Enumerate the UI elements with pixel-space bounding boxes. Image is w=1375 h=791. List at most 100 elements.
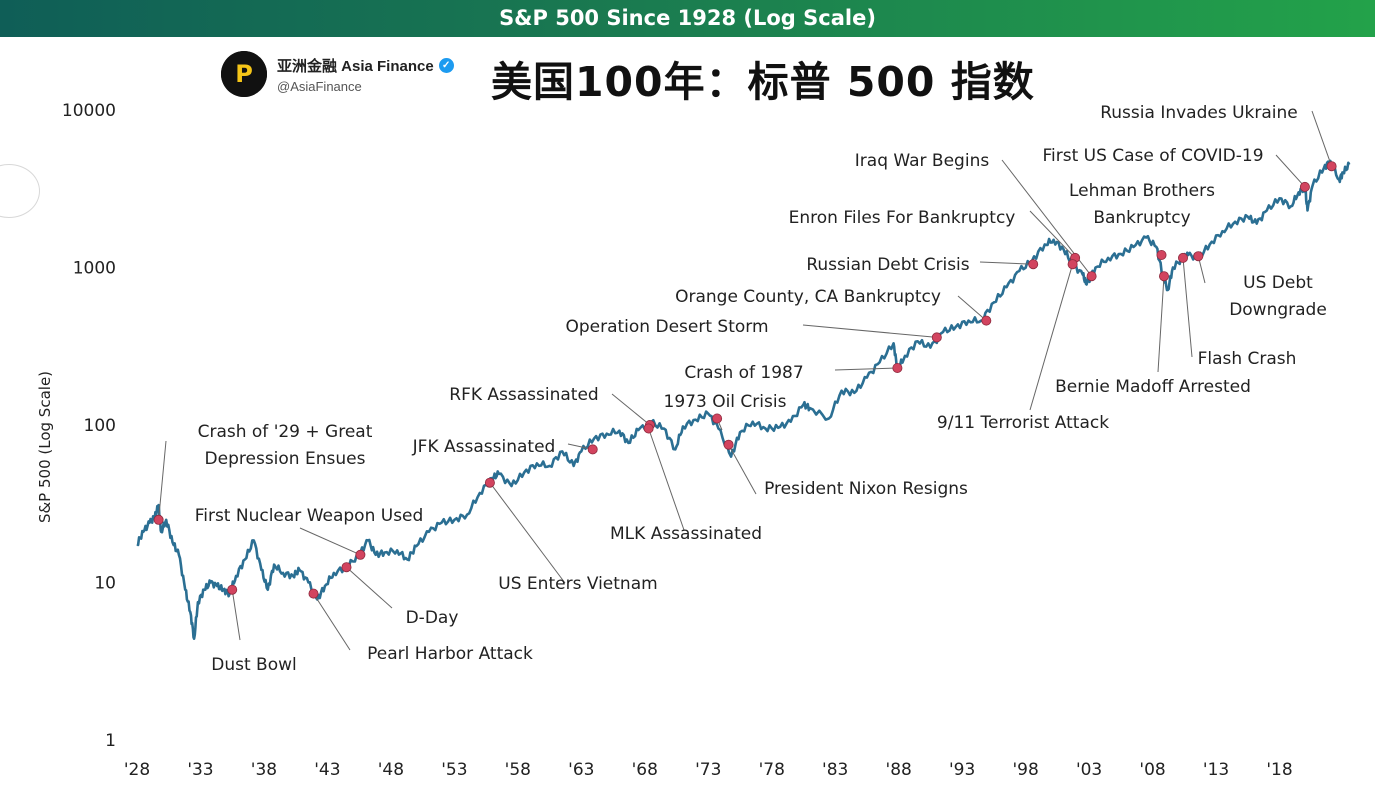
annotation-label: Enron Files For Bankruptcy (789, 208, 1016, 228)
annotation-label: US Debt (1243, 273, 1313, 293)
annotation-label: Operation Desert Storm (565, 317, 768, 337)
x-tick-label: '98 (1012, 760, 1038, 780)
event-marker (587, 444, 598, 455)
event-markers (153, 161, 1337, 599)
x-tick-label: '53 (441, 760, 467, 780)
annotation-label: Russia Invades Ukraine (1100, 103, 1298, 123)
event-marker (931, 332, 942, 343)
y-tick-label: 1 (105, 731, 116, 751)
x-tick-label: '78 (759, 760, 785, 780)
x-tick-label: '03 (1076, 760, 1102, 780)
x-tick-label: '43 (314, 760, 340, 780)
annotation-leader-line (648, 428, 685, 531)
x-tick-label: '93 (949, 760, 975, 780)
y-tick-label: 10 (94, 574, 116, 594)
event-marker (1156, 249, 1167, 260)
event-marker (712, 413, 723, 424)
annotation-label: President Nixon Resigns (764, 479, 968, 499)
verified-badge-icon: ✓ (438, 57, 454, 73)
annotation-leader-line (1182, 257, 1193, 358)
annotation-label: JFK Assassinated (412, 437, 556, 457)
annotation-leader-line (489, 482, 566, 584)
event-marker (227, 584, 238, 595)
x-tick-label: '73 (695, 760, 721, 780)
event-marker (1028, 259, 1039, 270)
annotation-label: 1973 Oil Crisis (664, 392, 787, 412)
event-marker (355, 549, 366, 560)
annotation-label: Lehman Brothers (1069, 181, 1215, 201)
annotation-label: Orange County, CA Bankruptcy (675, 287, 941, 307)
event-marker (1193, 251, 1204, 262)
x-tick-label: '83 (822, 760, 848, 780)
annotation-label: US Enters Vietnam (498, 574, 657, 594)
sp500-line (136, 159, 1351, 640)
annotation-leader-line (1157, 276, 1165, 373)
annotation-labels: Crash of '29 + Great Depression Ensues Dus… (195, 103, 1327, 675)
annotation-leaders (158, 110, 1333, 651)
event-marker (723, 439, 734, 450)
x-tick-label: '33 (187, 760, 213, 780)
annotation-leader-line (346, 566, 393, 609)
annotation-label: Pearl Harbor Attack (367, 644, 533, 664)
x-tick-label: '68 (632, 760, 658, 780)
event-marker (892, 362, 903, 373)
annotation-label-line2: Bankruptcy (1093, 208, 1190, 228)
annotation-label: First Nuclear Weapon Used (195, 506, 424, 526)
annotation-label: Russian Debt Crisis (806, 255, 969, 275)
annotation-label-line2: Depression Ensues (205, 449, 366, 469)
annotation-leader-line (1029, 264, 1074, 411)
annotation-leader-line (957, 295, 987, 321)
brand-logo-icon: P (221, 51, 267, 97)
annotation-label: Flash Crash (1198, 349, 1297, 369)
annotation-label: Iraq War Begins (855, 151, 990, 171)
brand-handle: @AsiaFinance (277, 78, 362, 94)
y-tick-label: 10000 (62, 101, 116, 121)
annotation-leader-line (611, 393, 651, 426)
y-tick-label: 1000 (73, 259, 116, 279)
annotation-label: D-Day (406, 608, 459, 628)
annotation-label-line2: Downgrade (1229, 300, 1327, 320)
event-marker (1067, 259, 1078, 270)
annotation-leader-line (728, 444, 757, 495)
x-tick-label: '88 (886, 760, 912, 780)
x-tick-label: '18 (1266, 760, 1292, 780)
x-tick-label: '58 (505, 760, 531, 780)
annotation-label: Bernie Madoff Arrested (1055, 377, 1251, 397)
event-marker (341, 562, 352, 573)
event-marker (1326, 161, 1337, 172)
x-tick-label: '28 (124, 760, 150, 780)
annotation-label: MLK Assassinated (610, 524, 762, 544)
chart-title-banner: S&P 500 Since 1928 (Log Scale) (0, 0, 1375, 37)
annotation-label: Crash of 1987 (684, 363, 803, 383)
brand-badge: P 亚洲金融 Asia Finance ✓ @AsiaFinance (221, 50, 454, 98)
event-marker (1086, 271, 1097, 282)
event-marker (1178, 252, 1189, 263)
x-tick-label: '48 (378, 760, 404, 780)
annotation-leader-line (313, 593, 351, 651)
headline: 美国100年：标普 500 指数 (491, 58, 1035, 106)
event-marker (981, 315, 992, 326)
annotation-leader-line (979, 261, 1034, 265)
y-tick-label: 100 (84, 416, 116, 436)
x-axis-ticks: '28 '33 '38 '43 '48 '53 '58 '63 '68 '73 '78 '83 '88 '… (124, 760, 1293, 780)
annotation-leader-line (802, 324, 937, 338)
event-marker (484, 477, 495, 488)
x-tick-label: '13 (1203, 760, 1229, 780)
annotation-leader-line (299, 527, 361, 556)
event-marker (308, 588, 319, 599)
annotation-label: RFK Assassinated (449, 385, 598, 405)
annotation-leader-line (231, 589, 241, 641)
annotation-leader-line (1311, 110, 1333, 167)
annotation-leader-line (158, 440, 167, 520)
y-axis-label: S&P 500 (Log Scale) (36, 371, 54, 523)
event-marker (1159, 271, 1170, 282)
x-tick-label: '08 (1139, 760, 1165, 780)
annotation-leader-line (1029, 210, 1076, 259)
y-axis-ticks: 1 10 100 1000 10000 (62, 101, 116, 751)
annotation-label: 9/11 Terrorist Attack (937, 413, 1109, 433)
event-marker (643, 423, 654, 434)
brand-logo-glyph: P (221, 51, 267, 97)
annotation-leader-line (834, 367, 898, 371)
brand-logo-letter: P (235, 60, 253, 88)
